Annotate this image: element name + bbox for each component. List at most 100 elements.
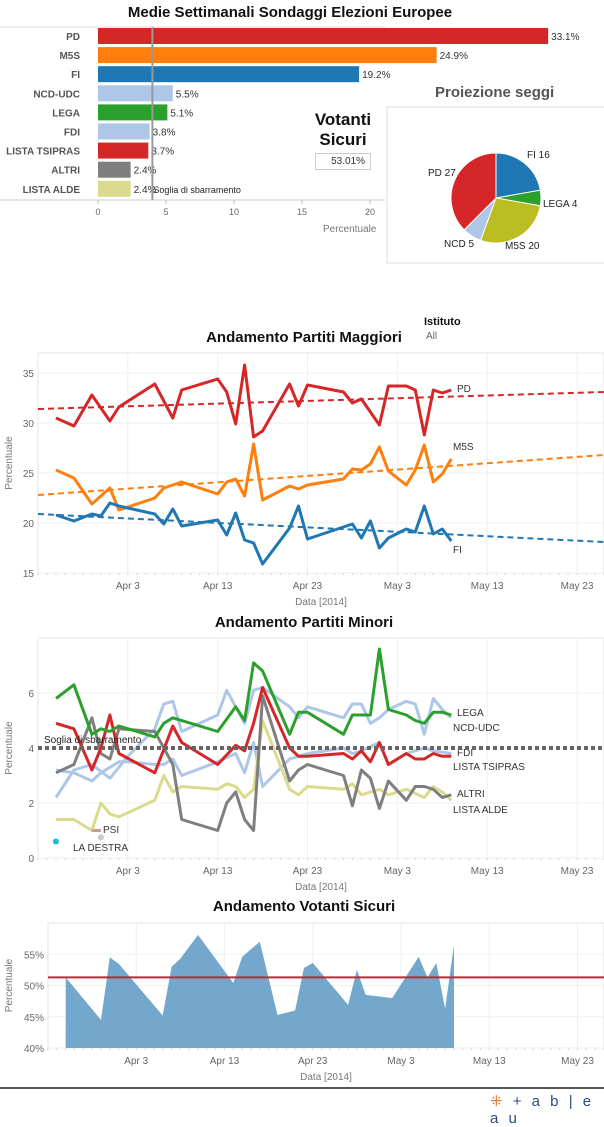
bar-category-label: LISTA ALDE xyxy=(23,185,81,196)
minor-x-axis-title: Data [2014] xyxy=(295,882,347,893)
votanti-chart-title: Andamento Votanti Sicuri xyxy=(212,898,396,915)
major-series-pd xyxy=(55,363,452,439)
minor-point-la-destra xyxy=(97,834,104,841)
minor-series-label: NCD-UDC xyxy=(453,723,500,734)
minor-y-axis-title: Percentuale xyxy=(4,721,15,775)
minor-x-tick-label: Apr 13 xyxy=(203,866,233,877)
bar-fdi xyxy=(98,123,150,140)
major-x-tick-label: Apr 13 xyxy=(203,581,233,592)
bar-category-label: NCD-UDC xyxy=(33,89,80,100)
minor-series-lista-alde xyxy=(56,719,453,832)
major-x-tick-label: May 23 xyxy=(561,581,594,592)
votanti-y-tick-label: 55% xyxy=(24,950,44,961)
minor-series-label: FDI xyxy=(457,748,473,759)
bar-value-label: 2.4% xyxy=(134,166,157,177)
major-series-label: FI xyxy=(453,545,462,556)
major-series-label: PD xyxy=(457,384,471,395)
pie-slice-fi xyxy=(495,152,541,199)
votanti-x-tick-label: Apr 23 xyxy=(298,1056,328,1067)
minor-series-lista-tsipras xyxy=(55,686,452,775)
votanti-area xyxy=(65,934,455,1048)
bar-value-label: 19.2% xyxy=(362,70,390,81)
bar-x-tick-label: 10 xyxy=(229,207,239,217)
bar-x-tick-label: 15 xyxy=(297,207,307,217)
pie-slice-m5s xyxy=(479,197,541,244)
minor-x-tick-label: May 13 xyxy=(471,866,504,877)
minor-series-label: PSI xyxy=(103,825,119,836)
bar-chart-title: Medie Settimanali Sondaggi Elezioni Euro… xyxy=(127,4,453,21)
bar-m5s xyxy=(98,47,437,64)
major-x-tick-label: Apr 23 xyxy=(293,581,323,592)
bar-value-label: 3.7% xyxy=(151,147,174,158)
bar-value-label: 2.4% xyxy=(134,185,157,196)
major-y-axis-title: Percentuale xyxy=(4,436,15,490)
major-trendline-fi xyxy=(37,513,604,543)
minor-y-tick-label: 0 xyxy=(28,854,34,865)
votanti-title-line1: Votanti xyxy=(314,110,372,129)
bar-lista-alde xyxy=(98,180,131,197)
major-series-fi xyxy=(55,501,453,566)
bar-category-label: M5S xyxy=(59,51,80,62)
bar-category-label: FI xyxy=(71,70,80,81)
major-x-tick-label: May 13 xyxy=(471,581,504,592)
minor-x-tick-label: Apr 23 xyxy=(293,866,323,877)
filter-label: Istituto xyxy=(424,316,461,328)
pie-slice-pd xyxy=(450,152,497,231)
major-y-tick-label: 25 xyxy=(23,469,35,480)
bar-fi xyxy=(98,66,360,83)
tableau-logo-icon: ⁜ xyxy=(490,1093,506,1110)
major-series-label: M5S xyxy=(453,442,474,453)
bar-category-label: ALTRI xyxy=(51,166,80,177)
minor-series-altri xyxy=(55,694,452,832)
pie-panel-border xyxy=(386,106,604,264)
votanti-x-tick-label: Apr 13 xyxy=(210,1056,240,1067)
major-y-tick-label: 30 xyxy=(23,419,35,430)
major-x-tick-label: May 3 xyxy=(384,581,412,592)
minor-series-label: LISTA TSIPRAS xyxy=(453,762,525,773)
major-x-tick-label: Apr 3 xyxy=(116,581,140,592)
major-x-axis-title: Data [2014] xyxy=(295,597,347,608)
bar-category-label: FDI xyxy=(64,128,80,139)
major-y-tick-label: 20 xyxy=(23,519,35,530)
minor-series-label: LA DESTRA xyxy=(73,843,128,854)
minor-point-unlabeled xyxy=(52,838,59,845)
votanti-y-tick-label: 45% xyxy=(24,1013,44,1024)
pie-chart-title: Proiezione seggi xyxy=(435,84,555,101)
minor-y-tick-label: 4 xyxy=(28,744,34,755)
votanti-x-tick-label: May 23 xyxy=(561,1056,594,1067)
minor-x-tick-label: May 23 xyxy=(561,866,594,877)
bar-x-tick-label: 20 xyxy=(365,207,375,217)
major-chart-title: Andamento Partiti Maggiori xyxy=(206,329,402,346)
bar-value-label: 33.1% xyxy=(551,32,579,43)
bar-altri xyxy=(98,161,131,178)
bar-pd xyxy=(98,28,549,44)
votanti-sicuri-title: Votanti Sicuri xyxy=(305,110,381,150)
pie-slice-label: FI 16 xyxy=(527,150,550,161)
pie-slice-label: M5S 20 xyxy=(505,241,540,252)
major-series-m5s xyxy=(55,442,453,512)
minor-series-label: LEGA xyxy=(457,708,484,719)
minor-series-label: ALTRI xyxy=(457,789,485,800)
bar-lega xyxy=(98,104,168,121)
minor-x-tick-label: Apr 3 xyxy=(116,866,140,877)
major-trendline-m5s xyxy=(37,454,604,496)
votanti-y-axis-title: Percentuale xyxy=(4,958,15,1012)
tableau-logo[interactable]: ⁜ + a b | e a u xyxy=(490,1092,604,1127)
votanti-x-axis-title: Data [2014] xyxy=(300,1072,352,1083)
minor-x-tick-label: May 3 xyxy=(384,866,412,877)
major-y-tick-label: 15 xyxy=(23,569,35,580)
major-y-tick-label: 35 xyxy=(23,369,35,380)
votanti-x-tick-label: May 13 xyxy=(473,1056,506,1067)
minor-series-label: LISTA ALDE xyxy=(453,805,508,816)
pie-slice-label: NCD 5 xyxy=(444,239,474,250)
bar-x-axis-title: Percentuale xyxy=(323,224,377,235)
bar-value-label: 5.5% xyxy=(176,89,199,100)
bar-value-label: 24.9% xyxy=(440,51,468,62)
bar-threshold-label: Soglia di sbarramento xyxy=(153,185,241,195)
pie-slice-label: PD 27 xyxy=(428,168,456,179)
pie-slice-label: LEGA 4 xyxy=(543,199,578,210)
filter-value-dropdown[interactable]: All xyxy=(426,331,438,342)
minor-chart-title: Andamento Partiti Minori xyxy=(214,614,394,631)
minor-series-lega xyxy=(55,647,452,739)
